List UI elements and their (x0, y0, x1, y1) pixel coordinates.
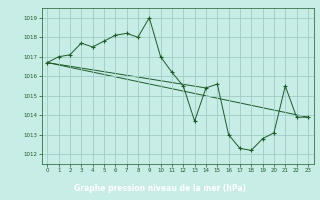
Text: Graphe pression niveau de la mer (hPa): Graphe pression niveau de la mer (hPa) (74, 184, 246, 193)
